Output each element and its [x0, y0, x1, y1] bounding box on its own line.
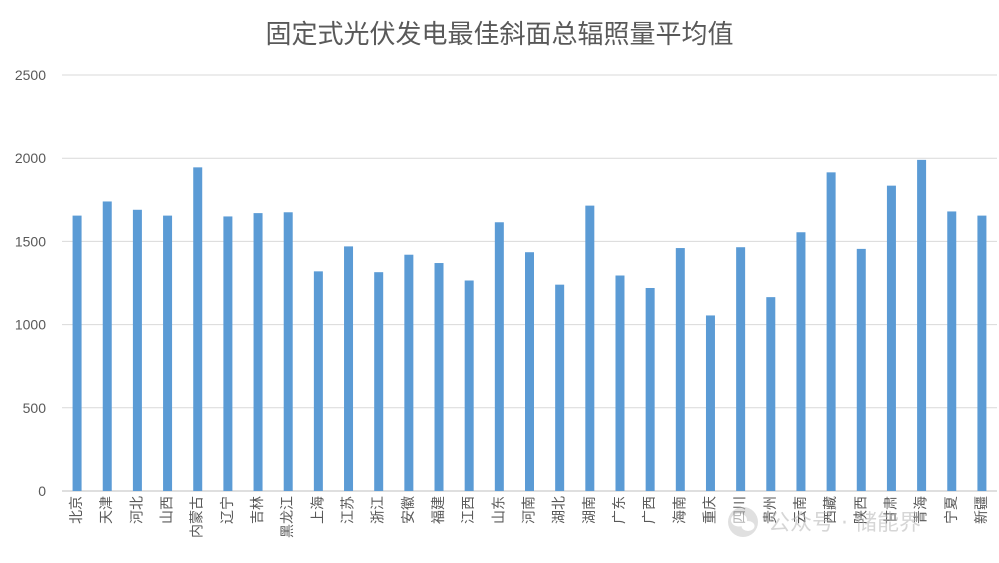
y-tick-label: 0 [38, 483, 46, 499]
bar-14 [494, 222, 504, 491]
bar-9 [344, 246, 354, 491]
bar-22 [736, 247, 746, 491]
y-tick-label: 1000 [15, 317, 46, 333]
bar-26 [856, 248, 866, 491]
x-tick-label: 黑龙江 [280, 496, 296, 538]
x-tick-label: 江苏 [341, 496, 357, 524]
bar-18 [615, 275, 625, 491]
bar-1 [102, 201, 112, 492]
x-tick-label: 西藏 [823, 496, 839, 524]
bar-7 [283, 212, 293, 491]
y-tick-label: 2500 [15, 67, 46, 83]
x-tick-label: 新疆 [974, 496, 990, 524]
bar-3 [163, 215, 173, 491]
bar-23 [766, 297, 776, 491]
x-tick-label: 青海 [914, 496, 930, 524]
x-tick-label: 河南 [522, 496, 538, 524]
x-tick-label: 上海 [310, 496, 326, 524]
bar-2 [132, 209, 142, 491]
bar-29 [947, 211, 957, 491]
x-tick-label: 浙江 [371, 496, 387, 524]
bar-28 [917, 159, 927, 491]
x-tick-label: 山西 [160, 496, 176, 524]
bar-24 [796, 232, 806, 492]
x-tick-label: 宁夏 [943, 496, 960, 524]
bar-8 [313, 271, 323, 491]
x-tick-label: 江西 [461, 496, 477, 524]
bar-11 [404, 254, 414, 491]
bar-30 [977, 215, 987, 491]
x-tick-label: 重庆 [702, 496, 718, 524]
bar-12 [434, 263, 444, 491]
bar-27 [886, 185, 896, 491]
x-tick-label: 吉林 [250, 496, 266, 524]
bar-19 [645, 287, 655, 491]
x-tick-label: 贵州 [763, 496, 779, 524]
x-tick-label: 河北 [129, 496, 145, 524]
bar-10 [374, 272, 384, 491]
x-tick-label: 湖南 [582, 496, 598, 524]
x-tick-label: 陕西 [853, 496, 869, 524]
y-tick-label: 1500 [15, 233, 46, 249]
x-tick-label: 北京 [69, 496, 85, 524]
bar-21 [705, 315, 715, 491]
bar-16 [555, 284, 565, 491]
bar-25 [826, 172, 836, 491]
bar-15 [525, 252, 534, 491]
x-tick-label: 湖北 [552, 496, 568, 524]
x-tick-label: 广东 [612, 496, 628, 524]
bar-4 [193, 167, 203, 492]
bar-6 [253, 213, 263, 491]
x-tick-label: 天津 [99, 496, 115, 524]
x-tick-label: 海南 [672, 496, 688, 524]
bar-20 [675, 248, 685, 491]
y-tick-label: 2000 [15, 150, 46, 166]
y-tick-label: 500 [23, 400, 47, 416]
chart-title: 固定式光伏发电最佳斜面总辐照量平均值 [265, 20, 734, 50]
bar-5 [223, 216, 233, 491]
x-tick-label: 辽宁 [219, 496, 236, 524]
bar-0 [72, 215, 82, 491]
bar-13 [464, 280, 474, 491]
x-tick-label: 山东 [491, 496, 507, 524]
x-tick-label: 内蒙古 [190, 496, 206, 538]
x-tick-label: 福建 [431, 496, 447, 524]
wechat-logo-icon [728, 507, 758, 537]
watermark-text: 公众号 · 储能界 [768, 511, 921, 536]
bar-17 [585, 205, 595, 491]
bars [72, 159, 987, 492]
x-tick-label: 云南 [793, 496, 809, 524]
x-tick-label: 安徽 [401, 496, 417, 524]
x-tick-label: 甘肃 [883, 496, 899, 524]
watermark: 公众号 · 储能界 [728, 507, 921, 537]
y-axis-ticks: 0 500 1000 1500 2000 2500 [15, 67, 46, 499]
x-tick-label: 广西 [642, 496, 658, 524]
